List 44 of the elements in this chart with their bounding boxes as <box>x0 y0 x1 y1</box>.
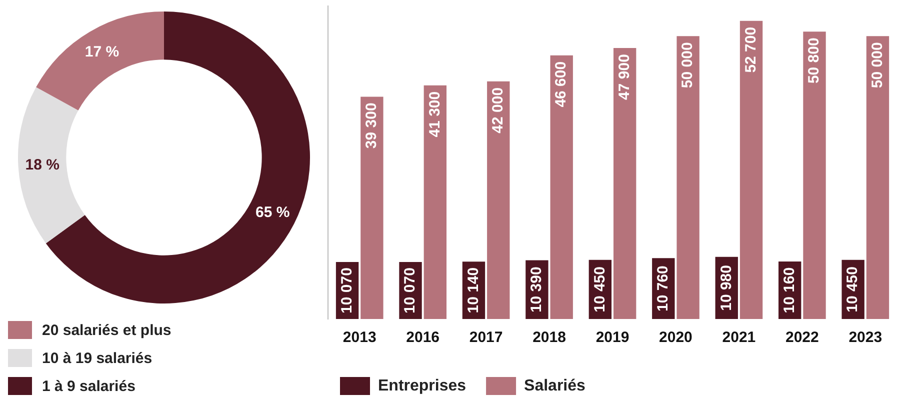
x-tick-label: 2021 <box>722 329 756 346</box>
legend-label: 20 salariés et plus <box>42 322 172 338</box>
data-label: 10 450 <box>844 266 862 312</box>
x-tick-label: 2016 <box>406 329 440 346</box>
data-label: 50 000 <box>679 42 696 88</box>
legend-label: Salariés <box>524 377 586 394</box>
bar <box>487 81 510 319</box>
bar <box>803 32 826 319</box>
x-tick-label: 2020 <box>659 329 692 346</box>
data-label: 65 % <box>256 204 290 221</box>
data-label: 52 700 <box>742 26 760 73</box>
data-label: 10 160 <box>780 267 798 314</box>
data-label: 17 % <box>84 44 120 61</box>
x-tick-label: 2018 <box>532 329 566 346</box>
data-label: 10 070 <box>338 268 356 314</box>
bar <box>613 48 636 319</box>
data-label: 39 300 <box>363 102 380 149</box>
bar <box>424 85 447 319</box>
x-tick-label: 2022 <box>785 329 819 346</box>
data-label: 18 % <box>25 156 60 174</box>
data-label: 41 300 <box>426 91 444 138</box>
data-label: 50 000 <box>868 42 886 88</box>
x-tick-label: 2013 <box>342 329 376 346</box>
data-label: 10 450 <box>591 266 608 312</box>
legend-label: 1 à 9 salariés <box>42 378 136 394</box>
bar <box>550 55 573 319</box>
data-label: 10 760 <box>654 266 672 312</box>
bar <box>866 36 890 319</box>
data-label: 50 800 <box>806 38 823 84</box>
data-label: 46 600 <box>552 61 570 108</box>
data-label: 47 900 <box>616 54 633 100</box>
data-label: 10 070 <box>402 268 419 314</box>
bar <box>740 20 763 319</box>
data-label: 10 390 <box>528 266 546 313</box>
bar <box>360 96 384 319</box>
x-tick-label: 2023 <box>848 329 882 346</box>
legend-label: 10 à 19 salariés <box>42 350 152 366</box>
x-tick-label: 2019 <box>596 329 630 346</box>
x-tick-label: 2017 <box>469 329 503 346</box>
data-label: 42 000 <box>490 87 507 134</box>
data-label: 10 140 <box>464 267 482 314</box>
bar <box>676 36 700 319</box>
legend-label: Entreprises <box>378 377 466 394</box>
data-label: 10 980 <box>718 265 735 311</box>
